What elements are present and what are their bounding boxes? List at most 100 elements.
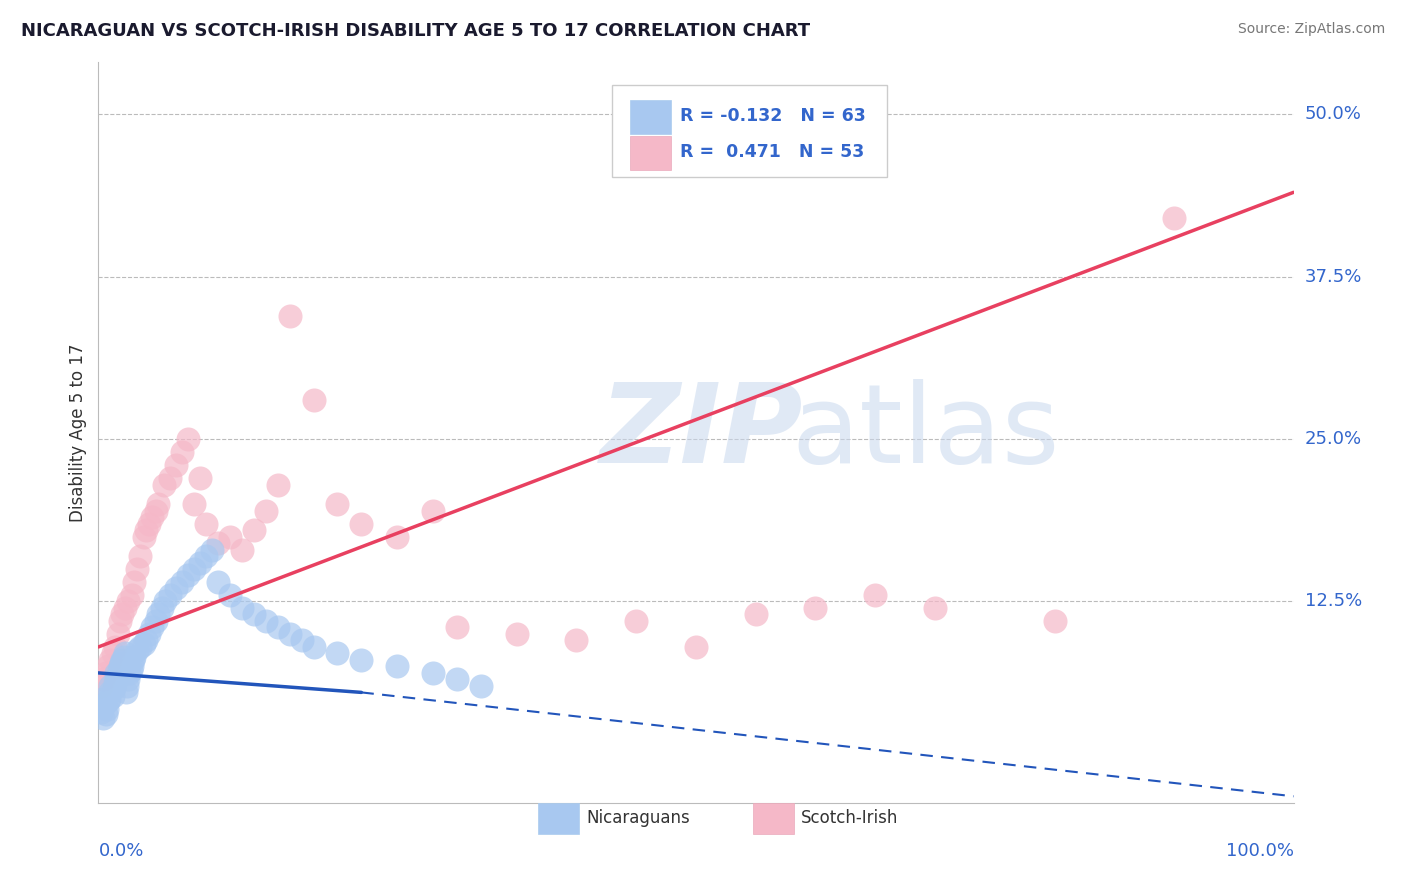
Point <box>685 640 707 654</box>
Point <box>120 663 142 677</box>
Point <box>231 542 253 557</box>
Point <box>124 650 146 665</box>
Point <box>114 601 136 615</box>
Point <box>141 620 163 634</box>
Point <box>91 673 114 687</box>
Point <box>135 633 157 648</box>
Point <box>111 653 134 667</box>
Point <box>90 705 112 719</box>
Point <box>231 601 253 615</box>
Point <box>115 679 138 693</box>
Point <box>112 650 135 665</box>
Point <box>155 594 177 608</box>
Point <box>326 497 349 511</box>
Point <box>117 673 139 687</box>
Point <box>122 653 145 667</box>
Point <box>138 627 160 641</box>
Text: 50.0%: 50.0% <box>1305 105 1361 123</box>
Text: NICARAGUAN VS SCOTCH-IRISH DISABILITY AGE 5 TO 17 CORRELATION CHART: NICARAGUAN VS SCOTCH-IRISH DISABILITY AG… <box>21 22 810 40</box>
Point <box>97 694 120 708</box>
Point <box>121 588 143 602</box>
Text: 0.0%: 0.0% <box>98 842 143 860</box>
FancyBboxPatch shape <box>630 100 671 135</box>
Point <box>626 614 648 628</box>
Point <box>108 659 131 673</box>
Point <box>104 640 127 654</box>
Point <box>207 536 229 550</box>
Text: 37.5%: 37.5% <box>1305 268 1362 285</box>
Point <box>101 690 124 704</box>
Point <box>350 653 373 667</box>
Point <box>267 477 290 491</box>
Point <box>115 685 138 699</box>
Text: R =  0.471   N = 53: R = 0.471 N = 53 <box>681 143 865 161</box>
Point <box>98 692 121 706</box>
Point <box>91 711 114 725</box>
Point <box>177 568 200 582</box>
Point <box>183 497 205 511</box>
Point <box>470 679 492 693</box>
Point <box>132 637 155 651</box>
Point <box>96 702 118 716</box>
Point <box>188 471 211 485</box>
Point <box>104 676 127 690</box>
Point <box>145 503 167 517</box>
Point <box>385 659 409 673</box>
Point <box>94 707 117 722</box>
Point <box>97 659 120 673</box>
Point <box>278 309 301 323</box>
Point <box>254 503 277 517</box>
Point <box>291 633 314 648</box>
Point <box>148 497 170 511</box>
FancyBboxPatch shape <box>613 85 887 178</box>
Point <box>118 665 141 680</box>
Text: 25.0%: 25.0% <box>1305 430 1362 448</box>
Text: R = -0.132   N = 63: R = -0.132 N = 63 <box>681 108 866 126</box>
Point <box>159 588 181 602</box>
FancyBboxPatch shape <box>538 803 579 834</box>
Point <box>98 653 122 667</box>
Point <box>1163 211 1185 226</box>
Point <box>148 607 170 622</box>
Point <box>195 549 218 563</box>
Point <box>1043 614 1066 628</box>
Point <box>804 601 827 615</box>
Point <box>172 574 194 589</box>
Point <box>153 477 176 491</box>
Point <box>385 529 409 543</box>
Point <box>243 607 266 622</box>
Point <box>98 685 122 699</box>
Y-axis label: Disability Age 5 to 17: Disability Age 5 to 17 <box>69 343 87 522</box>
Text: Scotch-Irish: Scotch-Irish <box>801 809 898 828</box>
Point <box>125 642 148 657</box>
Point <box>108 614 131 628</box>
Point <box>745 607 768 622</box>
Point <box>165 458 187 472</box>
Point <box>924 601 946 615</box>
Point <box>107 668 129 682</box>
Point <box>219 529 242 543</box>
Point <box>93 698 115 713</box>
Point <box>117 594 139 608</box>
Point <box>125 562 148 576</box>
Point <box>350 516 373 531</box>
Point <box>129 549 152 563</box>
Point <box>219 588 242 602</box>
Point <box>101 647 124 661</box>
FancyBboxPatch shape <box>630 136 671 169</box>
Point <box>422 503 444 517</box>
Point <box>422 665 444 680</box>
Point <box>159 471 181 485</box>
Point <box>207 574 229 589</box>
Point <box>188 556 211 570</box>
Point <box>446 673 468 687</box>
Point <box>141 510 163 524</box>
Point <box>243 523 266 537</box>
Point <box>254 614 277 628</box>
Point <box>121 659 143 673</box>
Point <box>91 692 114 706</box>
FancyBboxPatch shape <box>754 803 794 834</box>
Point <box>98 679 122 693</box>
Point <box>183 562 205 576</box>
Point <box>177 432 200 446</box>
